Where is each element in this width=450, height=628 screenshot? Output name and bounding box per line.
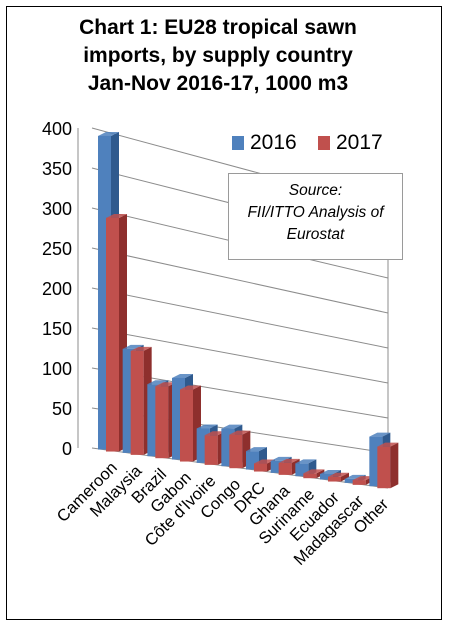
bar-2017-top <box>278 458 300 463</box>
bar-2016-top <box>344 474 366 479</box>
bar-2016-top <box>98 131 119 136</box>
bar-2016-top <box>320 469 341 474</box>
y-tick-label: 150 <box>42 319 72 339</box>
source-line-2: FII/ITTO Analysis of <box>247 204 384 221</box>
bar-2016-top <box>196 424 218 429</box>
bar-2017 <box>180 389 193 462</box>
chart-frame <box>6 6 442 620</box>
bar-2017-top <box>130 346 152 351</box>
bar-2017 <box>106 217 119 452</box>
bar-2017-top <box>303 469 325 474</box>
bar-2017 <box>130 350 144 455</box>
bar-2016-top <box>246 447 267 452</box>
bar-2017-top <box>352 476 374 481</box>
bar-2016-top <box>172 373 193 378</box>
bar-2017-top <box>180 385 201 390</box>
y-tick-label: 250 <box>42 239 72 259</box>
bar-2016-top <box>221 424 243 429</box>
legend-swatch-2017 <box>318 136 330 150</box>
legend-label-2017: 2017 <box>336 131 383 154</box>
bar-2017-side <box>341 472 349 482</box>
legend-item-2017: 2017 <box>318 131 383 155</box>
bar-2016-top <box>295 459 317 464</box>
y-tick-label: 50 <box>52 399 72 419</box>
bar-2016 <box>344 478 358 483</box>
source-note: Source: FII/ITTO Analysis of Eurostat <box>228 173 403 260</box>
source-line-3: Eurostat <box>286 226 345 243</box>
bar-2017-top <box>254 459 275 464</box>
y-tick-label: 300 <box>42 199 72 219</box>
title-line-1: Chart 1: EU28 tropical sawn <box>79 16 357 39</box>
y-tick-label: 350 <box>42 159 72 179</box>
bar-2017 <box>352 480 366 485</box>
bar-2016-top <box>122 344 144 349</box>
bar-2017 <box>254 463 267 472</box>
bar-2017 <box>155 386 169 459</box>
chart-title: Chart 1: EU28 tropical sawn imports, by … <box>0 14 436 98</box>
gridline <box>91 287 389 349</box>
bar-2017 <box>303 473 317 479</box>
y-tick-label: 200 <box>42 279 72 299</box>
legend: 2016 2017 <box>232 131 412 159</box>
bar-2016 <box>320 473 333 480</box>
legend-item-2016: 2016 <box>232 131 297 155</box>
source-line-1: Source: <box>288 182 343 199</box>
gridline <box>91 247 389 314</box>
bar-2017 <box>278 462 292 475</box>
legend-swatch-2016 <box>232 136 244 150</box>
title-line-2: imports, by supply country <box>83 44 353 67</box>
bar-2017-top <box>328 472 349 477</box>
gridline <box>91 327 389 384</box>
legend-label-2016: 2016 <box>250 131 297 154</box>
y-tick-label: 0 <box>62 439 72 459</box>
y-tick-label: 100 <box>42 359 72 379</box>
bar-2017-top <box>155 382 177 387</box>
bar-2016-top <box>369 432 391 437</box>
bar-2017 <box>204 435 218 465</box>
bar-2017-top <box>106 213 127 218</box>
y-tick-label: 400 <box>42 119 72 139</box>
bar-2017-top <box>377 442 399 447</box>
bar-2016-top <box>147 380 169 385</box>
bar-2017 <box>377 446 391 489</box>
bar-2017-top <box>204 431 226 436</box>
bar-2017 <box>328 476 341 482</box>
title-line-3: Jan-Nov 2016-17, 1000 m3 <box>87 72 349 95</box>
bar-2017-top <box>229 430 251 435</box>
bar-2016-top <box>270 456 292 461</box>
bar-2017-side <box>390 442 399 489</box>
bar-2017 <box>229 434 243 469</box>
